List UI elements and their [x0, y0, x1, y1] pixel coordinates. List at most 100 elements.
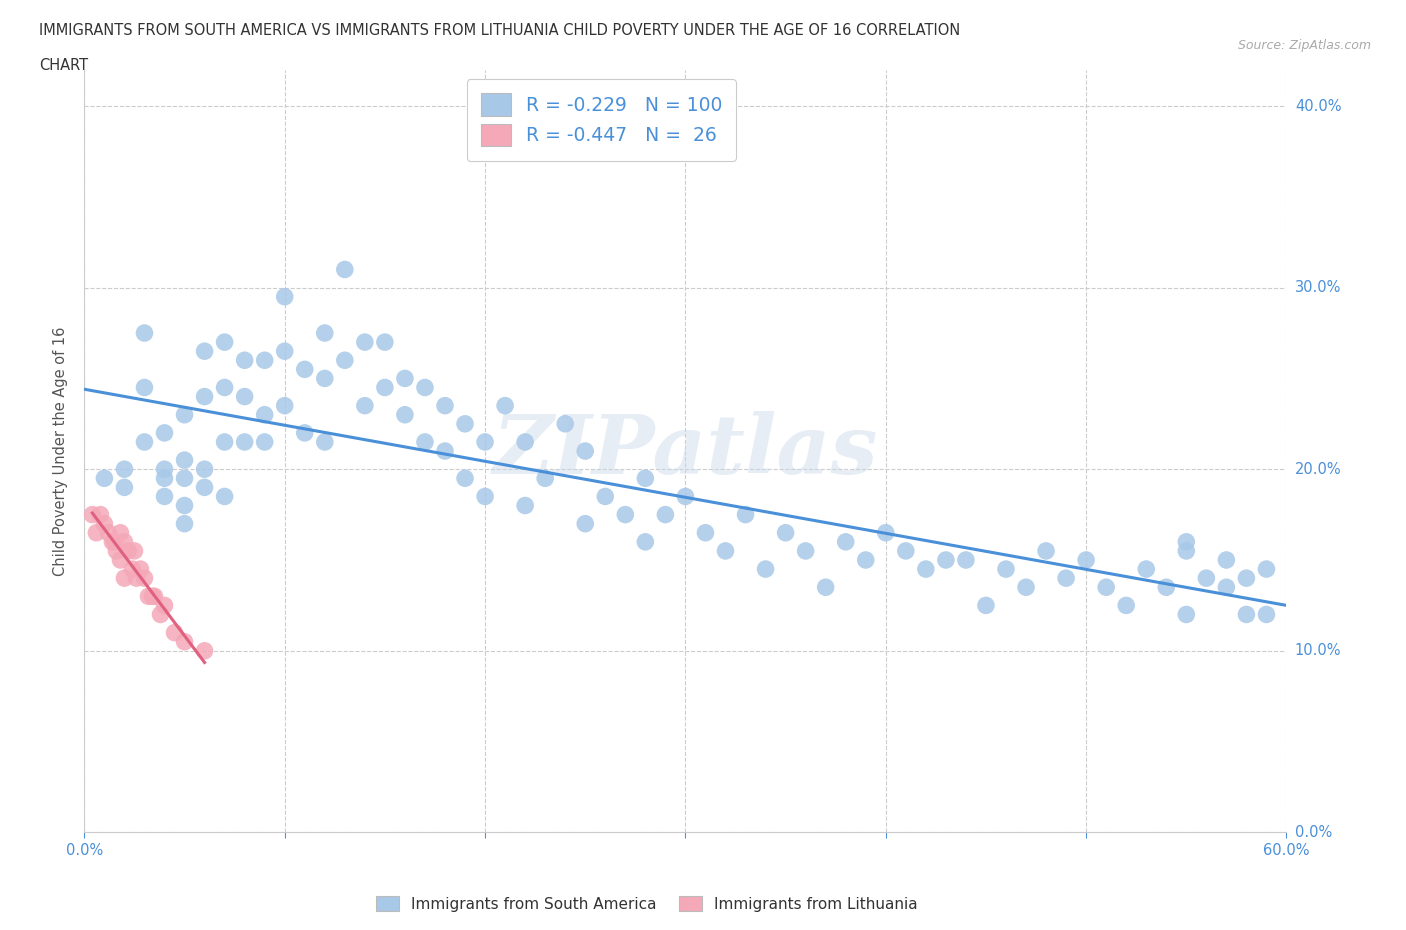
Point: [134, 326, 156, 340]
Point: [138, 589, 160, 604]
Point: [554, 417, 576, 432]
Point: [86, 525, 108, 540]
Point: [1115, 598, 1137, 613]
Point: [755, 562, 778, 577]
Point: [233, 434, 256, 449]
Point: [394, 407, 416, 422]
Point: [214, 380, 236, 395]
Point: [1175, 543, 1198, 558]
Point: [214, 434, 236, 449]
Point: [114, 571, 135, 586]
Point: [124, 543, 146, 558]
Point: [149, 607, 172, 622]
Point: [134, 380, 156, 395]
Point: [89, 507, 111, 522]
Point: [114, 480, 135, 495]
Legend: Immigrants from South America, Immigrants from Lithuania: Immigrants from South America, Immigrant…: [370, 889, 924, 918]
Point: [1175, 607, 1198, 622]
Point: [374, 335, 396, 350]
Point: [434, 444, 457, 458]
Text: 10.0%: 10.0%: [1295, 644, 1341, 658]
Point: [114, 535, 135, 550]
Point: [413, 434, 436, 449]
Point: [194, 389, 217, 404]
Point: [894, 543, 917, 558]
Point: [1234, 607, 1257, 622]
Point: [117, 543, 139, 558]
Point: [110, 552, 132, 567]
Point: [173, 634, 195, 649]
Point: [125, 571, 148, 586]
Point: [97, 525, 120, 540]
Point: [354, 398, 377, 413]
Point: [855, 552, 877, 567]
Point: [434, 398, 457, 413]
Point: [454, 417, 477, 432]
Point: [1195, 571, 1218, 586]
Point: [294, 362, 316, 377]
Point: [173, 471, 195, 485]
Point: [233, 389, 256, 404]
Point: [314, 434, 336, 449]
Point: [634, 535, 657, 550]
Point: [574, 516, 596, 531]
Point: [93, 516, 115, 531]
Point: [413, 380, 436, 395]
Point: [955, 552, 977, 567]
Point: [1234, 571, 1257, 586]
Text: CHART: CHART: [39, 58, 89, 73]
Point: [515, 434, 537, 449]
Point: [474, 489, 496, 504]
Point: [974, 598, 997, 613]
Point: [515, 498, 537, 513]
Point: [233, 352, 256, 367]
Point: [274, 344, 297, 359]
Point: [153, 462, 176, 477]
Point: [121, 562, 143, 577]
Text: Source: ZipAtlas.com: Source: ZipAtlas.com: [1237, 39, 1371, 52]
Point: [614, 507, 637, 522]
Text: ZIPatlas: ZIPatlas: [492, 411, 879, 491]
Point: [935, 552, 957, 567]
Point: [394, 371, 416, 386]
Text: 30.0%: 30.0%: [1295, 280, 1341, 295]
Point: [474, 434, 496, 449]
Point: [173, 407, 195, 422]
Point: [1054, 571, 1077, 586]
Point: [294, 425, 316, 440]
Text: 40.0%: 40.0%: [1295, 99, 1341, 113]
Point: [734, 507, 756, 522]
Point: [141, 589, 163, 604]
Text: 0.0%: 0.0%: [1295, 825, 1331, 840]
Point: [595, 489, 617, 504]
Point: [143, 589, 166, 604]
Point: [194, 344, 217, 359]
Point: [153, 489, 176, 504]
Point: [82, 507, 104, 522]
Point: [494, 398, 516, 413]
Point: [714, 543, 737, 558]
Point: [1015, 579, 1038, 594]
Text: IMMIGRANTS FROM SOUTH AMERICA VS IMMIGRANTS FROM LITHUANIA CHILD POVERTY UNDER T: IMMIGRANTS FROM SOUTH AMERICA VS IMMIGRA…: [39, 23, 960, 38]
Point: [194, 644, 217, 658]
Legend: R = -0.229   N = 100, R = -0.447   N =  26: R = -0.229 N = 100, R = -0.447 N = 26: [467, 79, 735, 161]
Point: [1035, 543, 1057, 558]
Point: [995, 562, 1018, 577]
Point: [875, 525, 897, 540]
Point: [173, 516, 195, 531]
Point: [153, 425, 176, 440]
Point: [114, 462, 135, 477]
Point: [454, 471, 477, 485]
Point: [354, 335, 377, 350]
Point: [574, 444, 596, 458]
Point: [163, 625, 186, 640]
Point: [775, 525, 797, 540]
Y-axis label: Child Poverty Under the Age of 16: Child Poverty Under the Age of 16: [53, 326, 69, 576]
Point: [1256, 562, 1278, 577]
Point: [634, 471, 657, 485]
Point: [1256, 607, 1278, 622]
Text: 20.0%: 20.0%: [1295, 461, 1341, 477]
Point: [214, 489, 236, 504]
Point: [1076, 552, 1098, 567]
Point: [129, 562, 152, 577]
